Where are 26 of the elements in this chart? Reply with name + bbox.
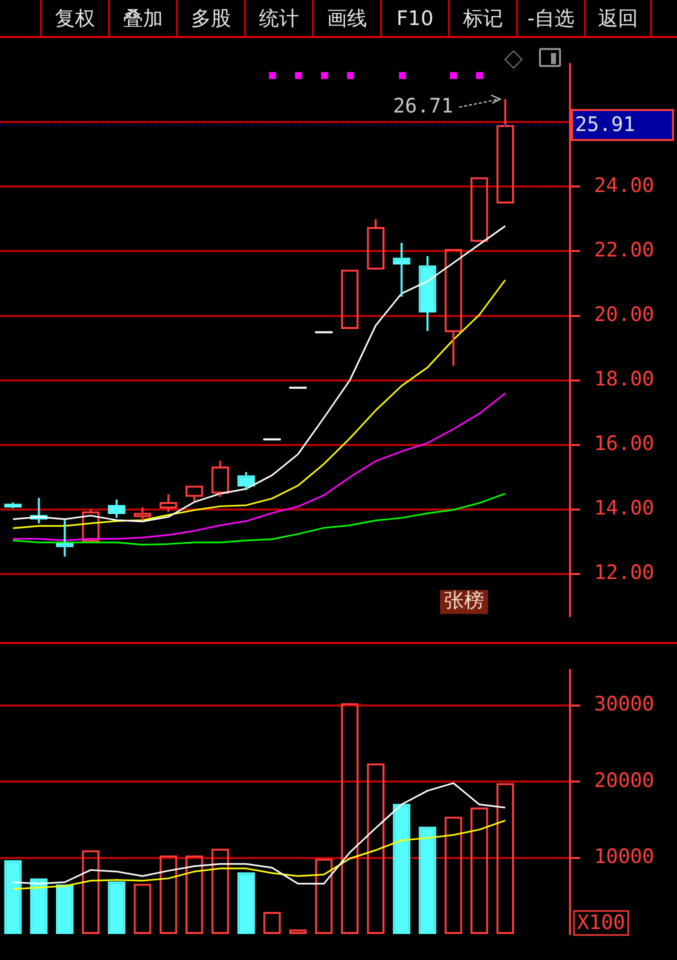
candlestick <box>418 255 436 332</box>
text: 返回 <box>584 0 652 36</box>
text: X100 <box>577 910 626 934</box>
y-tick-label: 16.00 <box>594 431 654 456</box>
text: 统计 <box>244 0 312 36</box>
text: 画线 <box>312 0 380 36</box>
y-tick-label: 24.00 <box>594 172 654 197</box>
y-tick-label: 20000 <box>594 768 654 792</box>
candlestick <box>108 498 126 519</box>
y-tick-label: 14.00 <box>594 496 654 520</box>
text: 叠加 <box>108 0 176 36</box>
y-tick-label: 12.00 <box>594 560 654 584</box>
text: 标记 <box>448 0 516 36</box>
ref-line-label: 25.91 <box>575 112 636 136</box>
y-tick-label: 30000 <box>594 692 654 716</box>
text: -自选 <box>516 0 584 36</box>
candlestick <box>392 242 410 298</box>
y-tick-label: 18.00 <box>594 366 654 391</box>
annotation: 26.71 <box>393 93 454 118</box>
text: 多股 <box>176 0 244 36</box>
annotation: 张榜 <box>444 588 484 612</box>
text: 复权 <box>40 0 108 36</box>
y-tick-label: 10000 <box>594 844 654 868</box>
y-tick-label: 20.00 <box>594 302 654 326</box>
text: F10 <box>380 0 448 36</box>
y-tick-label: 22.00 <box>594 237 654 262</box>
